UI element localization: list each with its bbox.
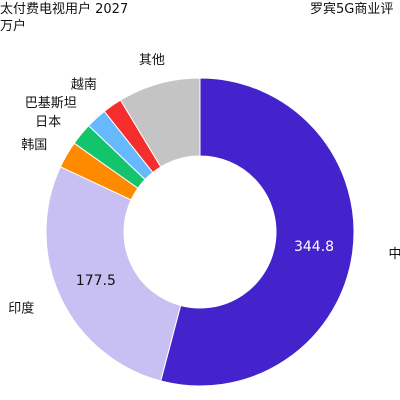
slice-label-7: 其他: [139, 53, 165, 68]
chart-title: 太付费电视用户 2027: [0, 2, 129, 17]
chart-unit: 万户: [0, 19, 27, 34]
slice-label-3: 韩国: [21, 138, 47, 153]
slice-label-4: 日本: [35, 115, 61, 130]
slice-label-1: 中国: [389, 247, 400, 262]
slice-1: [160, 77, 355, 387]
slice-value-label-2: 177.5: [76, 273, 116, 289]
slice-label-6: 越南: [71, 77, 97, 93]
slice-label-5: 巴基斯坦: [25, 96, 77, 111]
slice-label-2: 印度: [8, 300, 34, 316]
slices-layer: [45, 77, 355, 387]
slice-value-label-1: 344.8: [294, 239, 334, 255]
labels-layer: 中国 344.8 印度 177.5 韩国 日本 巴基斯坦 越南 其他: [8, 53, 400, 317]
slice-7: [119, 77, 201, 168]
slice-2: [45, 166, 182, 382]
chart-source: 罗宾5G商业评: [310, 2, 394, 17]
